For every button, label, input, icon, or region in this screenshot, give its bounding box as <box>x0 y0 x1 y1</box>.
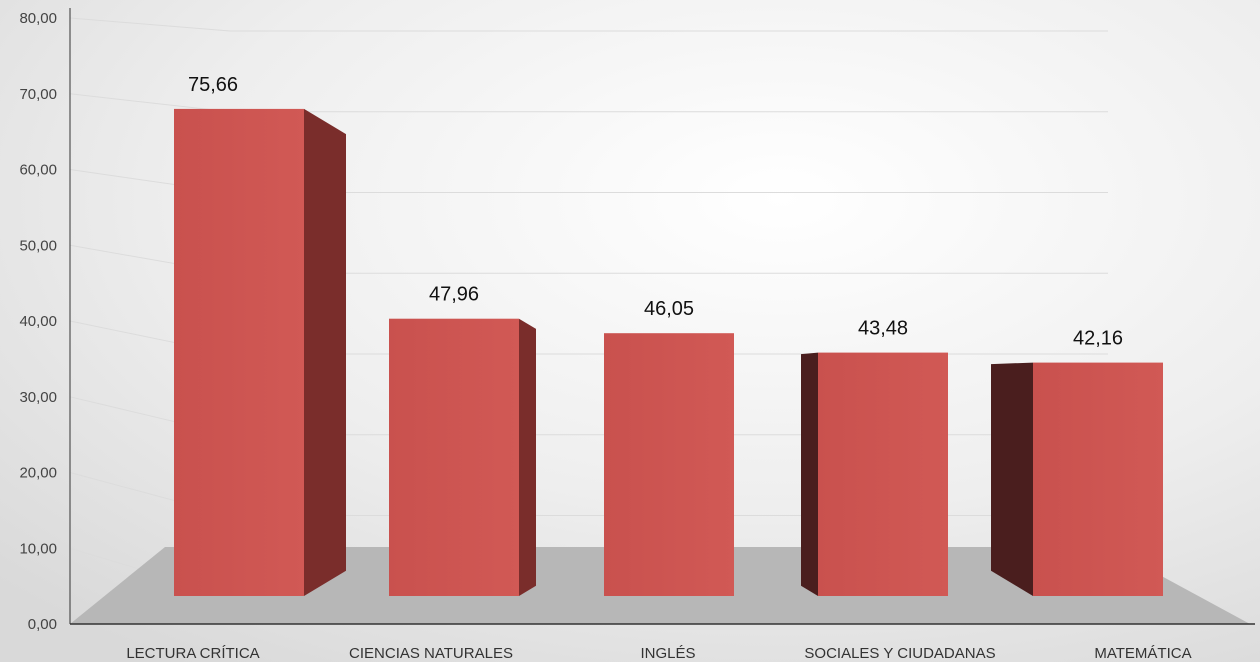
y-tick-label: 0,00 <box>28 616 57 633</box>
bar-side <box>304 108 346 597</box>
y-tick-label: 60,00 <box>19 162 57 179</box>
y-tick-label: 30,00 <box>19 389 57 406</box>
bar-side <box>991 362 1033 596</box>
axes <box>69 8 1255 625</box>
x-tick-label: INGLÉS <box>640 645 695 662</box>
bar <box>389 318 519 596</box>
bar-side <box>519 318 536 596</box>
x-tick-label: MATEMÁTICA <box>1094 645 1191 662</box>
y-tick-label: 80,00 <box>19 10 57 27</box>
data-label: 46,05 <box>644 298 694 320</box>
bars <box>174 108 1163 597</box>
data-label: 42,16 <box>1073 328 1123 350</box>
bar <box>1033 362 1163 596</box>
y-tick-label: 40,00 <box>19 313 57 330</box>
x-tick-label: CIENCIAS NATURALES <box>349 645 513 662</box>
y-tick-label: 50,00 <box>19 237 57 254</box>
x-tick-label: LECTURA CRÍTICA <box>126 645 259 662</box>
y-tick-label: 20,00 <box>19 465 57 482</box>
data-label: 75,66 <box>188 74 238 96</box>
gridline <box>69 17 1108 32</box>
data-label: 47,96 <box>429 284 479 306</box>
y-tick-label: 70,00 <box>19 86 57 103</box>
bar <box>604 333 734 596</box>
bar <box>818 352 948 596</box>
labels: 0,00 10,00 20,00 30,00 40,00 50,00 60,00 70,00 8… <box>19 10 1191 662</box>
x-tick-label: SOCIALES Y CIUDADANAS <box>804 645 995 662</box>
data-label: 43,48 <box>858 318 908 340</box>
y-tick-label: 10,00 <box>19 540 57 557</box>
bar-side <box>801 352 818 596</box>
bar <box>174 108 304 597</box>
